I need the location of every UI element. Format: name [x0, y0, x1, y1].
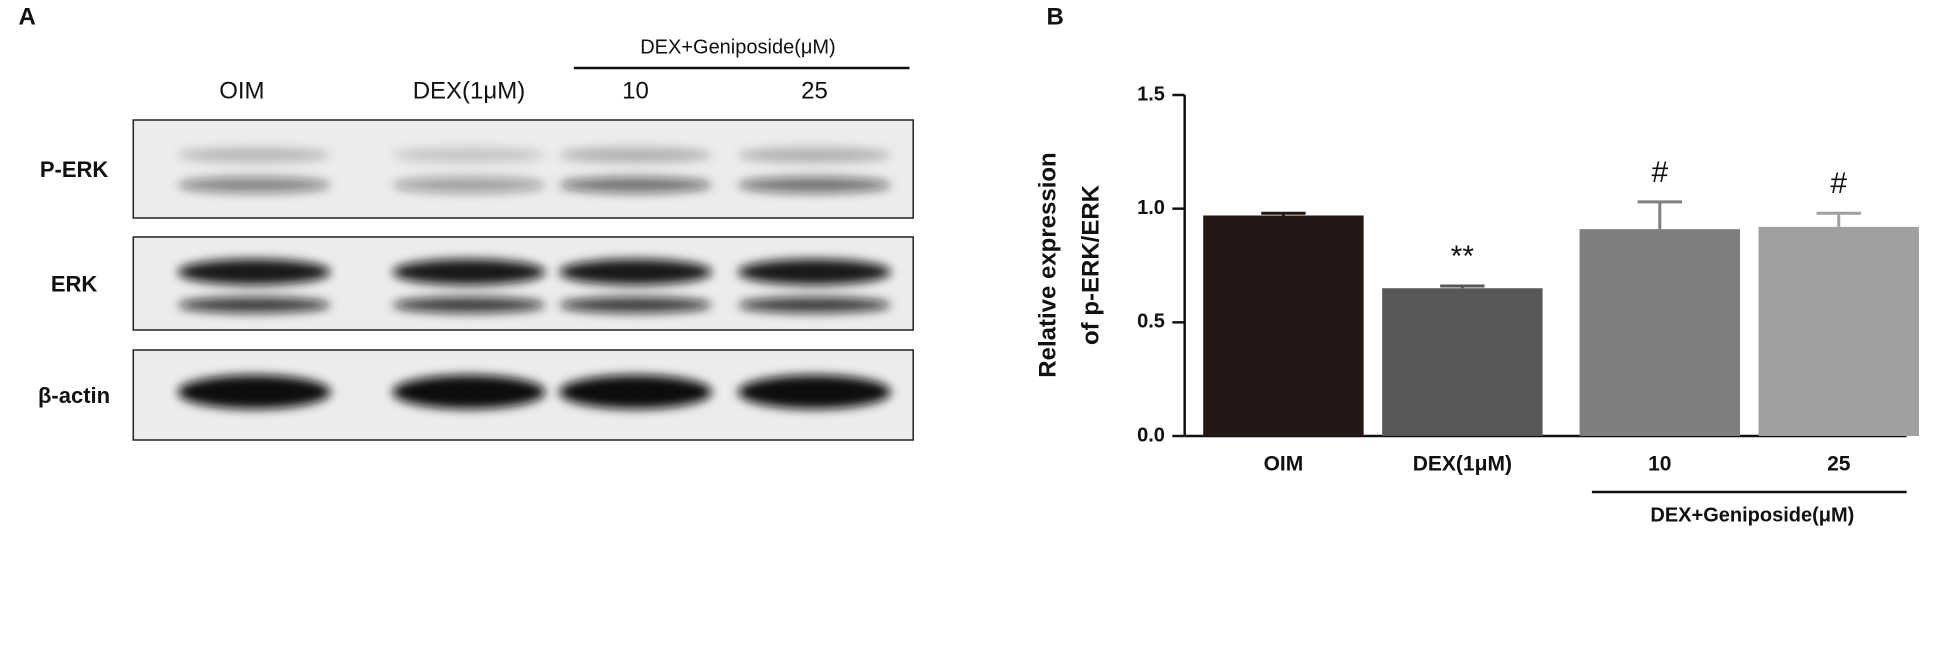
y-axis-label: of p-ERK/ERK — [1077, 184, 1104, 345]
band — [177, 375, 331, 409]
band — [737, 375, 891, 409]
row-label: ERK — [51, 271, 98, 296]
panel-label: A — [19, 3, 36, 30]
band — [737, 177, 891, 193]
x-tick-label: DEX(1μM) — [1413, 453, 1512, 476]
lane-label: DEX(1μM) — [413, 77, 526, 104]
group-label: DEX+Geniposide(μM) — [1650, 504, 1854, 526]
band — [559, 259, 713, 285]
y-tick-label: 1.0 — [1137, 197, 1165, 219]
annotation: ** — [1451, 240, 1475, 273]
band — [392, 177, 546, 193]
y-tick-label: 1.5 — [1137, 83, 1165, 105]
bands — [177, 375, 891, 409]
lane-label: 25 — [801, 77, 828, 104]
bands — [177, 259, 891, 313]
lane-label: 10 — [622, 77, 649, 104]
x-tick-label: 25 — [1827, 453, 1851, 476]
bands — [177, 147, 891, 193]
bar — [1203, 215, 1364, 436]
band — [392, 297, 546, 313]
band — [559, 177, 713, 193]
x-tick-label: OIM — [1264, 453, 1304, 476]
group-label: DEX+Geniposide(μM) — [640, 36, 836, 58]
band — [177, 297, 331, 313]
band — [559, 297, 713, 313]
blot-box — [132, 119, 914, 219]
band — [737, 297, 891, 313]
y-tick-label: 0.0 — [1137, 424, 1165, 446]
band — [559, 147, 713, 163]
band — [392, 147, 546, 163]
band — [559, 375, 713, 409]
band — [392, 375, 546, 409]
row-label: β-actin — [38, 383, 110, 408]
band — [737, 259, 891, 285]
band — [392, 259, 546, 285]
band — [177, 177, 331, 193]
annotation: # — [1651, 156, 1668, 189]
band — [177, 259, 331, 285]
panel-label: B — [1046, 3, 1063, 30]
row-label: P-ERK — [40, 157, 109, 182]
bar — [1382, 288, 1543, 436]
bar — [1579, 229, 1741, 436]
y-tick-label: 0.5 — [1137, 311, 1165, 333]
lane-label: OIM — [219, 77, 264, 104]
bar — [1758, 226, 1919, 436]
band — [737, 147, 891, 163]
annotation: # — [1830, 167, 1847, 200]
band — [177, 147, 331, 163]
x-tick-label: 10 — [1648, 453, 1671, 476]
y-axis-label: Relative expression — [1034, 152, 1061, 377]
